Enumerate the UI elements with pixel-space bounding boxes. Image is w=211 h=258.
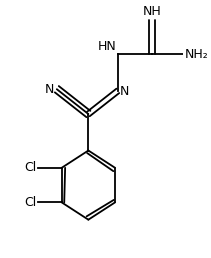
Text: NH₂: NH₂ (185, 48, 208, 61)
Text: N: N (120, 85, 129, 98)
Text: HN: HN (97, 41, 116, 53)
Text: N: N (45, 83, 54, 96)
Text: Cl: Cl (24, 161, 36, 174)
Text: NH: NH (143, 5, 161, 18)
Text: Cl: Cl (24, 196, 36, 209)
